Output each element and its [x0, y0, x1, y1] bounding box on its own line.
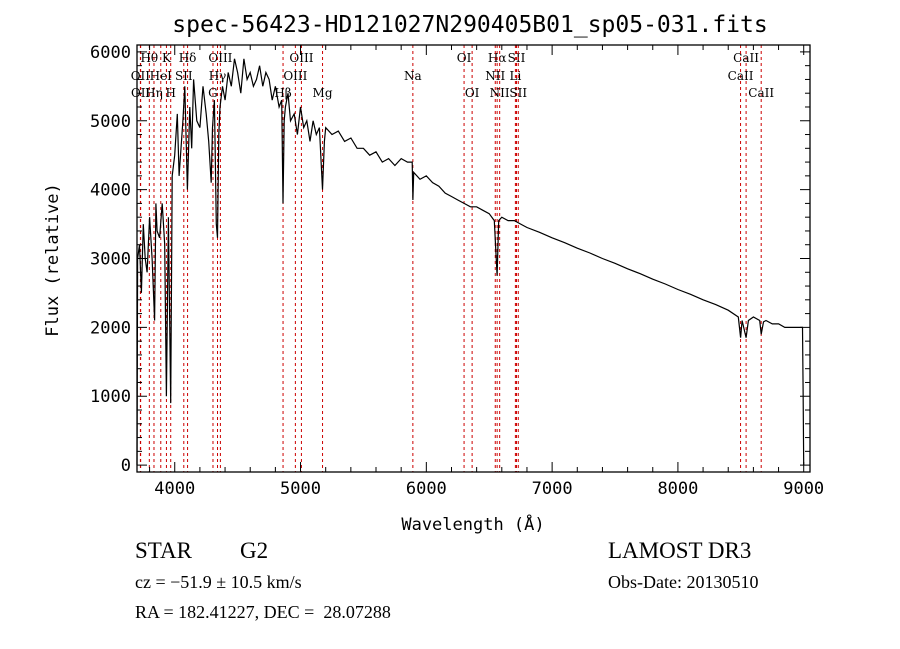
object-class: STAR: [135, 538, 192, 563]
x-tick-label: 8000: [657, 479, 698, 499]
x-tick-label: 6000: [406, 479, 447, 499]
line-marker-label: CaII: [728, 69, 754, 83]
line-marker-label: K: [162, 51, 172, 65]
coordinates: RA = 182.41227, DEC = 28.07288: [135, 602, 391, 622]
line-marker-label: OI: [457, 51, 472, 65]
y-tick-label: 2000: [90, 318, 131, 338]
plot-frame: [136, 44, 811, 473]
x-tick-label: 5000: [280, 479, 321, 499]
line-marker-label: HeI: [150, 69, 173, 83]
line-marker-label: SII: [175, 69, 193, 83]
line-marker-label: Li: [509, 69, 521, 83]
line-marker-label: Hθ: [140, 51, 158, 65]
line-marker-label: G: [208, 86, 218, 100]
survey-label: LAMOST DR3: [608, 538, 752, 563]
x-tick-label: 9000: [783, 479, 824, 499]
spectrum-line: [136, 58, 805, 466]
chart-title: spec-56423-HD121027N290405B01_sp05-031.f…: [172, 12, 767, 38]
redshift-cz: cz = −51.9 ± 10.5 km/s: [135, 572, 302, 592]
y-axis-label: Flux (relative): [43, 183, 63, 337]
y-tick-label: 1000: [90, 387, 131, 407]
y-tick-label: 4000: [90, 181, 131, 201]
y-tick-label: 6000: [90, 43, 131, 63]
line-marker-label: Hα: [488, 51, 507, 65]
x-tick-label: 4000: [154, 479, 195, 499]
line-marker-label: Hδ: [179, 51, 197, 65]
y-tick-label: 5000: [90, 112, 131, 132]
line-marker-label: OIII: [289, 51, 313, 65]
line-marker-label: Hγ: [209, 69, 227, 83]
line-marker-label: NII: [485, 69, 505, 83]
y-tick-label: 0: [121, 456, 131, 476]
line-marker-label: SII: [509, 86, 527, 100]
y-tick-label: 3000: [90, 250, 131, 270]
line-marker-label: H: [165, 86, 175, 100]
line-marker-label: SII: [508, 51, 526, 65]
x-axis-label: Wavelength (Å): [401, 513, 544, 535]
x-tick-label: 7000: [532, 479, 573, 499]
line-marker-label: CaII: [748, 86, 774, 100]
line-marker-label: Mg: [313, 86, 333, 100]
line-marker-label: CaII: [733, 51, 759, 65]
line-marker-label: Hη: [145, 86, 163, 100]
line-marker-label: OIII: [283, 69, 307, 83]
line-marker-label: NII: [490, 86, 510, 100]
obs-date: Obs-Date: 20130510: [608, 572, 759, 592]
subclass: G2: [240, 538, 269, 563]
line-marker-label: OI: [465, 86, 480, 100]
line-marker-label: OIII: [208, 51, 232, 65]
line-marker-label: Na: [404, 69, 422, 83]
